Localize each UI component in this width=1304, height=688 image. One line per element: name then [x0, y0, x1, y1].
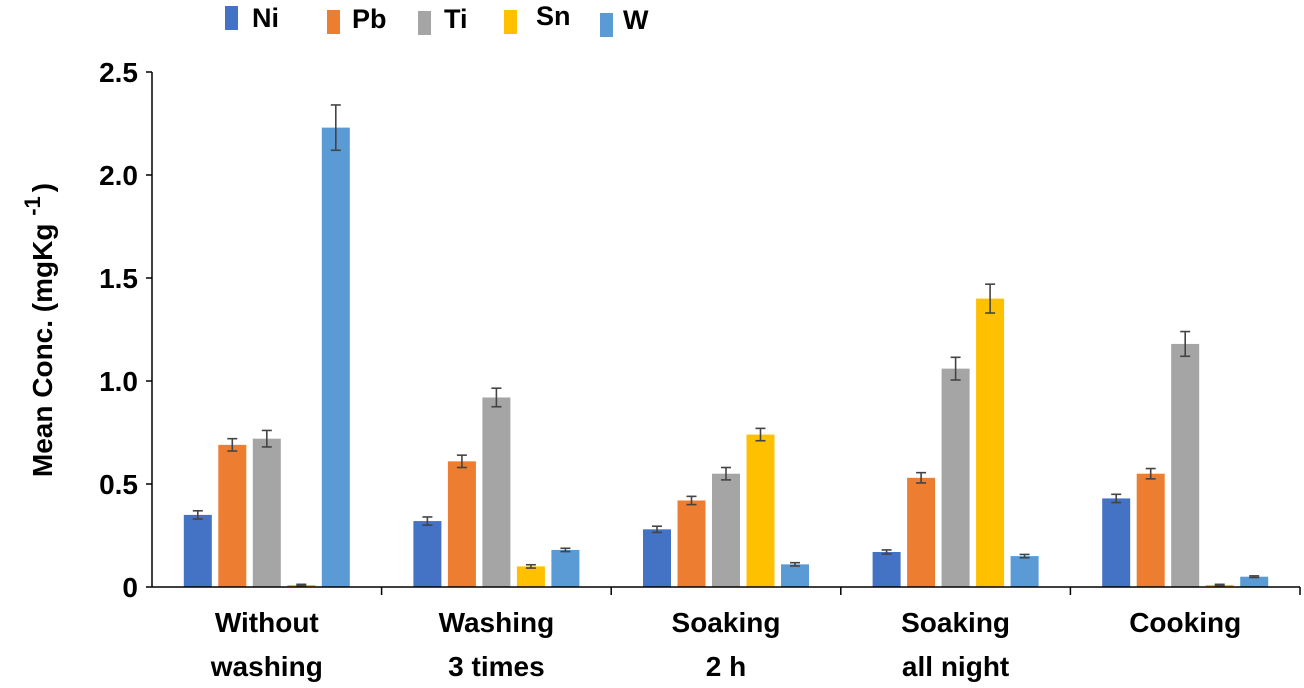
y-axis-title: Mean Conc. (mgKg	[27, 216, 58, 477]
x-category-label: all night	[902, 651, 1009, 682]
y-axis-superscript: -1	[20, 196, 45, 216]
error-bar	[261, 429, 272, 448]
bar-pb	[1136, 473, 1165, 587]
error-bar	[330, 104, 341, 152]
bars	[183, 104, 1269, 588]
error-bar	[881, 549, 892, 555]
y-axis: 0 0.5 1.0 1.5 2.0 2.5	[99, 57, 153, 603]
legend-swatch-ti	[418, 11, 431, 35]
legend-label-ti: Ti	[444, 4, 468, 34]
x-category-label: Soaking	[901, 607, 1010, 638]
error-bar	[1019, 553, 1030, 559]
x-category-label: 2 h	[706, 651, 746, 682]
bar-w	[551, 549, 580, 587]
error-bar	[652, 525, 662, 534]
y-tick-label: 0	[122, 572, 138, 603]
bar-ti	[941, 368, 970, 587]
legend-swatch-w	[600, 13, 613, 37]
error-bar	[916, 471, 927, 484]
error-bar	[755, 427, 766, 442]
bar-ti	[252, 438, 281, 587]
legend-label-pb: Pb	[352, 4, 387, 34]
bar-ni	[183, 514, 212, 587]
bar-sn	[516, 566, 545, 587]
bar-w	[1010, 556, 1039, 587]
y-tick-label: 1.0	[99, 366, 138, 397]
legend: Ni Pb Ti Sn W	[225, 1, 649, 37]
y-axis-label: Mean Conc. (mgKg -1)	[20, 183, 58, 477]
bar-w	[781, 564, 809, 587]
bar-ni	[1102, 498, 1131, 587]
bar-ni	[872, 551, 901, 587]
legend-label-sn: Sn	[536, 1, 571, 31]
error-bar	[1111, 493, 1122, 504]
error-bar	[721, 466, 731, 481]
error-bar	[227, 437, 238, 452]
legend-swatch-pb	[327, 10, 340, 34]
error-bar	[1249, 575, 1260, 579]
bar-ni	[643, 529, 671, 587]
bar-pb	[677, 500, 706, 587]
y-axis-close-paren: )	[27, 183, 58, 192]
y-tick-label: 2.0	[99, 160, 138, 191]
error-bar	[950, 356, 961, 381]
error-bar	[525, 563, 536, 569]
error-bar	[1214, 583, 1225, 587]
error-bar	[1145, 467, 1156, 480]
bar-ti	[712, 473, 740, 587]
y-tick-label: 2.5	[99, 57, 138, 88]
x-category-label: washing	[210, 651, 323, 682]
y-tick-label: 1.5	[99, 263, 138, 294]
bar-ti	[482, 397, 511, 587]
x-category-label: Cooking	[1129, 607, 1241, 638]
y-tick-label: 0.5	[99, 469, 138, 500]
legend-swatch-sn	[504, 10, 517, 34]
error-bar	[296, 583, 307, 587]
bar-sn	[976, 298, 1005, 587]
x-category-label: Washing	[439, 607, 555, 638]
bar-sn	[746, 434, 775, 587]
error-bar	[1180, 330, 1191, 358]
error-bar	[456, 454, 467, 469]
bar-w	[321, 127, 350, 588]
x-category-label: 3 times	[448, 651, 545, 682]
bar-ni	[413, 521, 442, 587]
error-bar	[422, 516, 433, 527]
bar-pb	[907, 477, 936, 587]
error-bar	[790, 561, 800, 567]
bar-pb	[218, 444, 247, 587]
error-bar	[686, 495, 697, 506]
error-bar	[985, 283, 996, 314]
error-bar	[491, 387, 502, 408]
bar-pb	[447, 461, 476, 587]
bar-ti	[1171, 343, 1200, 587]
x-category-label: Soaking	[672, 607, 781, 638]
svg-text:Mean Conc. (mgKg -1): Mean Conc. (mgKg -1)	[20, 183, 58, 477]
error-bar	[560, 547, 571, 553]
legend-swatch-ni	[225, 6, 238, 30]
error-bar	[192, 509, 203, 520]
legend-label-w: W	[623, 5, 649, 35]
x-axis: Without washing Washing 3 times Soaking 2 h So…	[152, 586, 1301, 682]
x-category-label: Without	[215, 607, 319, 638]
legend-label-ni: Ni	[252, 3, 279, 33]
bar-w	[1240, 576, 1269, 587]
